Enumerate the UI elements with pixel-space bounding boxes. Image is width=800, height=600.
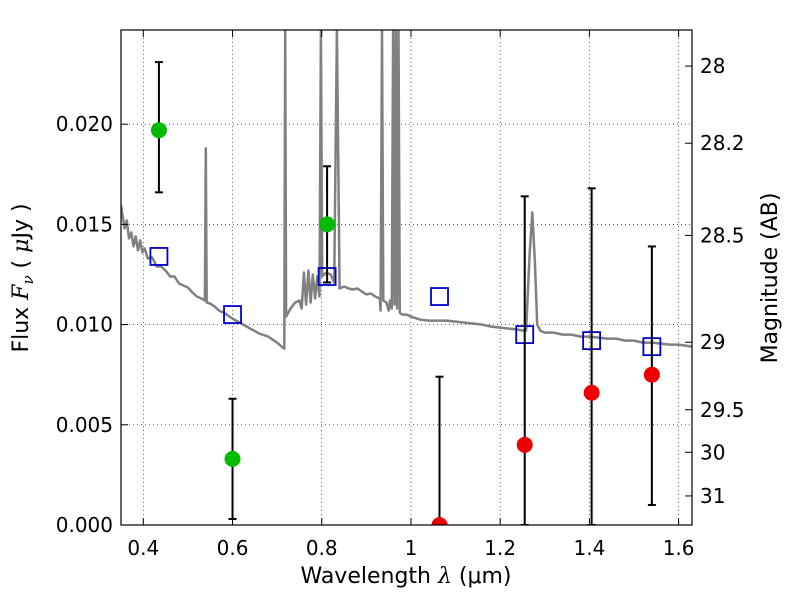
plot-frame: [120, 29, 693, 526]
series-layer: [121, 30, 692, 525]
y-tick-label: 0.005: [56, 413, 113, 437]
model-photometry-square: [149, 247, 169, 266]
ticks: 0.4 0.6 0.8 1 1.2 1.4 1.6 0.000 0.005 0.010 0.015 0…: [56, 30, 745, 560]
x-axis-title-symbol: λ: [437, 564, 452, 589]
y-tick-label: 0.020: [56, 112, 113, 136]
limit-point: [431, 517, 448, 525]
x-tick-label: 0.4: [127, 536, 159, 560]
x-tick-label: 1: [405, 536, 418, 560]
x-tick-label: 1.2: [484, 536, 516, 560]
y2-tick-label: 29: [700, 330, 725, 354]
detection-point: [150, 122, 167, 139]
y-axis-title: Flux Fν ( μJy ): [9, 203, 37, 352]
y2-tick-label: 30: [700, 440, 725, 464]
detection-point: [224, 450, 241, 467]
y-axis-title-subscript: ν: [19, 275, 37, 284]
x-tick-label: 0.8: [306, 536, 338, 560]
detection-point: [319, 216, 336, 233]
y-axis-title-unit-open: (: [9, 253, 34, 276]
plot-area: [121, 30, 692, 525]
y2-tick-label: 28.5: [700, 223, 745, 247]
x-axis-title-unit: (μm): [452, 564, 512, 589]
y-axis-title-unit-mu: μ: [9, 239, 34, 253]
y2-tick-label: 28.2: [700, 131, 745, 155]
y-tick-label: 0.015: [56, 212, 113, 236]
x-axis-title: Wavelength λ (μm): [300, 564, 511, 589]
y2-tick-label: 28: [700, 54, 725, 78]
y-axis-title-unit-close: Jy ): [9, 203, 34, 240]
model-photometry-square: [223, 305, 242, 324]
y-tick-label: 0.000: [56, 513, 113, 537]
limit-point: [583, 384, 600, 401]
x-tick-label: 1.6: [663, 536, 695, 560]
x-tick-label: 1.4: [573, 536, 605, 560]
y2-axis-title: Magnitude (AB): [758, 193, 783, 364]
limit-point: [643, 366, 660, 383]
x-axis-title-text: Wavelength: [300, 564, 438, 589]
y-axis-title-symbol: F: [9, 284, 34, 301]
limit-point: [516, 436, 533, 453]
y2-tick-label: 29.5: [700, 398, 745, 422]
y2-tick-label: 31: [700, 484, 725, 508]
y-axis-title-text: Flux: [9, 300, 34, 353]
y-tick-label: 0.010: [56, 313, 113, 337]
x-tick-label: 0.6: [217, 536, 249, 560]
model-photometry-square: [430, 287, 449, 306]
spectrum-line: [121, 30, 692, 350]
